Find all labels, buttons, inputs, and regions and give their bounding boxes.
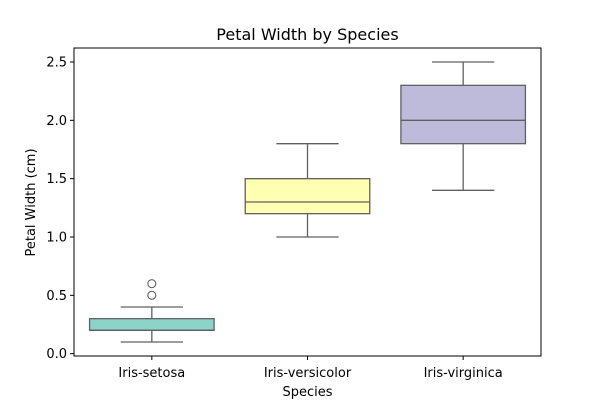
y-tick-label: 1.5 — [46, 172, 67, 187]
box-iris-setosa — [88, 318, 215, 331]
y-tick-label: 2.0 — [46, 114, 67, 129]
plot-area: 0.0 0.5 1.0 1.5 2.0 2.5 Iris-setosa Iris-versic… — [46, 47, 542, 381]
y-axis-label: Petal Width (cm) — [24, 148, 39, 256]
outlier-point — [147, 290, 157, 300]
y-tick-label: 2.5 — [46, 56, 67, 71]
x-axis-label: Species — [282, 385, 332, 400]
y-tick-label: 1.0 — [46, 231, 67, 246]
chart-title: Petal Width by Species — [216, 25, 398, 44]
box-iris-versicolor — [244, 178, 371, 215]
y-tick-label: 0.0 — [46, 347, 67, 362]
x-tick-label: Iris-setosa — [118, 366, 185, 381]
x-tick-label: Iris-virginica — [424, 366, 503, 381]
y-tick-label: 0.5 — [46, 289, 67, 304]
x-tick-label: Iris-versicolor — [264, 366, 352, 381]
outlier-point — [147, 279, 157, 289]
box-iris-virginica — [400, 84, 527, 145]
